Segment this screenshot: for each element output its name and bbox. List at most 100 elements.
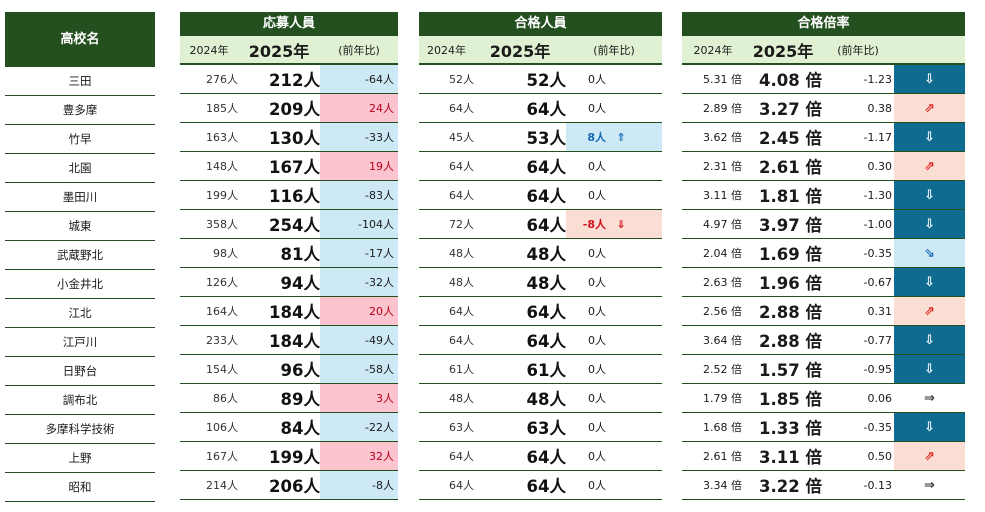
passers-change-value: 0人 [588,73,606,86]
applicants-prev: 214人 [206,479,238,492]
ratio-prev: 3.64 倍 [703,334,742,347]
passers-change-value: 0人 [588,479,606,492]
school-name: 武蔵野北 [57,248,103,262]
ratio-subheader: 2024年 2025年 (前年比) [682,36,965,65]
table-row: 199人 116人 -83人 [180,181,398,210]
passers-prev: 61人 [449,363,474,376]
school-name: 多摩科学技術 [45,422,115,436]
applicants-cur: 96人 [280,361,320,380]
passers-change-value: 0人 [588,392,606,405]
applicants-change: -8人 [320,471,398,499]
ratio-change: 0.50 [867,449,893,463]
arrow-down-icon: ⇓ [616,217,626,231]
table-row: 2.63 倍 1.96 倍 -0.67 ⇩ [682,268,965,297]
passers-change-value: -8人 [582,218,606,231]
passers-prev: 64人 [449,334,474,347]
ratio-prev: 1.68 倍 [703,421,742,434]
passers-change: 0人 [566,94,662,122]
applicants-change: -32人 [320,268,398,296]
passers-cur: 48人 [526,245,566,264]
passers-change-value: 0人 [588,247,606,260]
table-row: 江戸川 [5,328,155,357]
ratio-cur: 4.08 倍 [759,71,822,90]
table-row: 64人 64人 0人 [419,94,662,123]
table-row: 小金井北 [5,270,155,299]
table-row: 233人 184人 -49人 [180,326,398,355]
ratio-cur: 1.81 倍 [759,187,822,206]
table-row: 126人 94人 -32人 [180,268,398,297]
year-prev-label: 2024年 [427,43,466,57]
ratio-change: -1.23 [863,72,892,86]
school-rows: 三田 豊多摩 竹早 北園 墨田川 城東 武蔵野北 小金井北 江北 江戸川 日野台 調布北 多摩科学技術上… [5,67,155,502]
arrow-down-icon: ⇩ [894,210,965,238]
school-name: 江戸川 [62,335,98,349]
ratio-change: 0.38 [867,101,893,115]
ratio-cur: 2.88 倍 [759,303,822,322]
applicants-change: 20人 [320,297,398,325]
ratio-change: -0.13 [863,478,892,492]
applicants-cur: 254人 [269,216,320,235]
passers-subheader: 2024年 2025年 (前年比) [419,36,662,65]
arrow-down-icon: ⇩ [894,181,965,209]
table-row: 城東 [5,212,155,241]
passers-cur: 64人 [526,187,566,206]
ratio-cur: 1.33 倍 [759,419,822,438]
passers-cur: 48人 [526,390,566,409]
table-row: 64人 64人 0人 [419,297,662,326]
passers-change: 0人 [566,471,662,499]
ratio-prev: 2.04 倍 [703,247,742,260]
table-row: 1.79 倍 1.85 倍 0.06 ⇒ [682,384,965,413]
passers-change-value: 0人 [588,421,606,434]
ratio-cur: 1.85 倍 [759,390,822,409]
table-row: 3.34 倍 3.22 倍 -0.13 ⇒ [682,471,965,500]
passers-prev: 64人 [449,189,474,202]
applicants-prev: 148人 [206,160,238,173]
passers-cur: 48人 [526,274,566,293]
table-row: 日野台 [5,357,155,386]
table-row: 2.89 倍 3.27 倍 0.38 ⇗ [682,94,965,123]
passers-change: 0人 [566,239,662,267]
applicants-change: -83人 [320,181,398,209]
applicants-prev: 126人 [206,276,238,289]
school-header: 高校名 [5,12,155,67]
table-row: 61人 61人 0人 [419,355,662,384]
applicants-cur: 212人 [269,71,320,90]
arrow-down-icon: ⇩ [894,65,965,93]
ratio-prev: 2.63 倍 [703,276,742,289]
passers-cur: 64人 [526,303,566,322]
passers-rows: 52人 52人 0人 64人 64人 0人 45人 53人 8人 ⇑ 64人 64人 0人 64人 64人 0… [419,65,662,500]
ratio-prev: 2.31 倍 [703,160,742,173]
passers-prev: 52人 [449,73,474,86]
table-row: 64人 64人 0人 [419,442,662,471]
ratio-section: 合格倍率 2024年 2025年 (前年比) 5.31 倍 4.08 倍 -1.23… [682,12,965,500]
ratio-cur: 2.61 倍 [759,158,822,177]
passers-change-value: 0人 [588,160,606,173]
table-row: 52人 52人 0人 [419,65,662,94]
passers-section: 合格人員 2024年 2025年 (前年比) 52人 52人 0人 64人 64人 0人 4… [419,12,662,500]
change-label: (前年比) [837,43,879,57]
table-row: 上野 [5,444,155,473]
passers-change: 0人 [566,297,662,325]
applicants-change: -58人 [320,355,398,383]
school-name: 上野 [68,451,92,465]
table-row: 2.56 倍 2.88 倍 0.31 ⇗ [682,297,965,326]
applicants-change: -49人 [320,326,398,354]
table-row: 358人 254人 -104人 [180,210,398,239]
applicants-prev: 106人 [206,421,238,434]
applicants-prev: 233人 [206,334,238,347]
passers-change-value: 0人 [588,102,606,115]
ratio-prev: 5.31 倍 [703,73,742,86]
table-row: 64人 64人 0人 [419,181,662,210]
year-cur-label: 2025年 [752,41,814,61]
ratio-prev: 3.11 倍 [703,189,742,202]
table-row: 竹早 [5,125,155,154]
ratio-cur: 3.22 倍 [759,477,822,496]
table-row: 3.64 倍 2.88 倍 -0.77 ⇩ [682,326,965,355]
change-label: (前年比) [338,43,380,57]
school-name: 北園 [68,161,92,175]
applicants-prev: 199人 [206,189,238,202]
passers-change: 0人 [566,413,662,441]
table-row: 163人 130人 -33人 [180,123,398,152]
table-row: 72人 64人 -8人 ⇓ [419,210,662,239]
ratio-change: -1.00 [863,217,892,231]
